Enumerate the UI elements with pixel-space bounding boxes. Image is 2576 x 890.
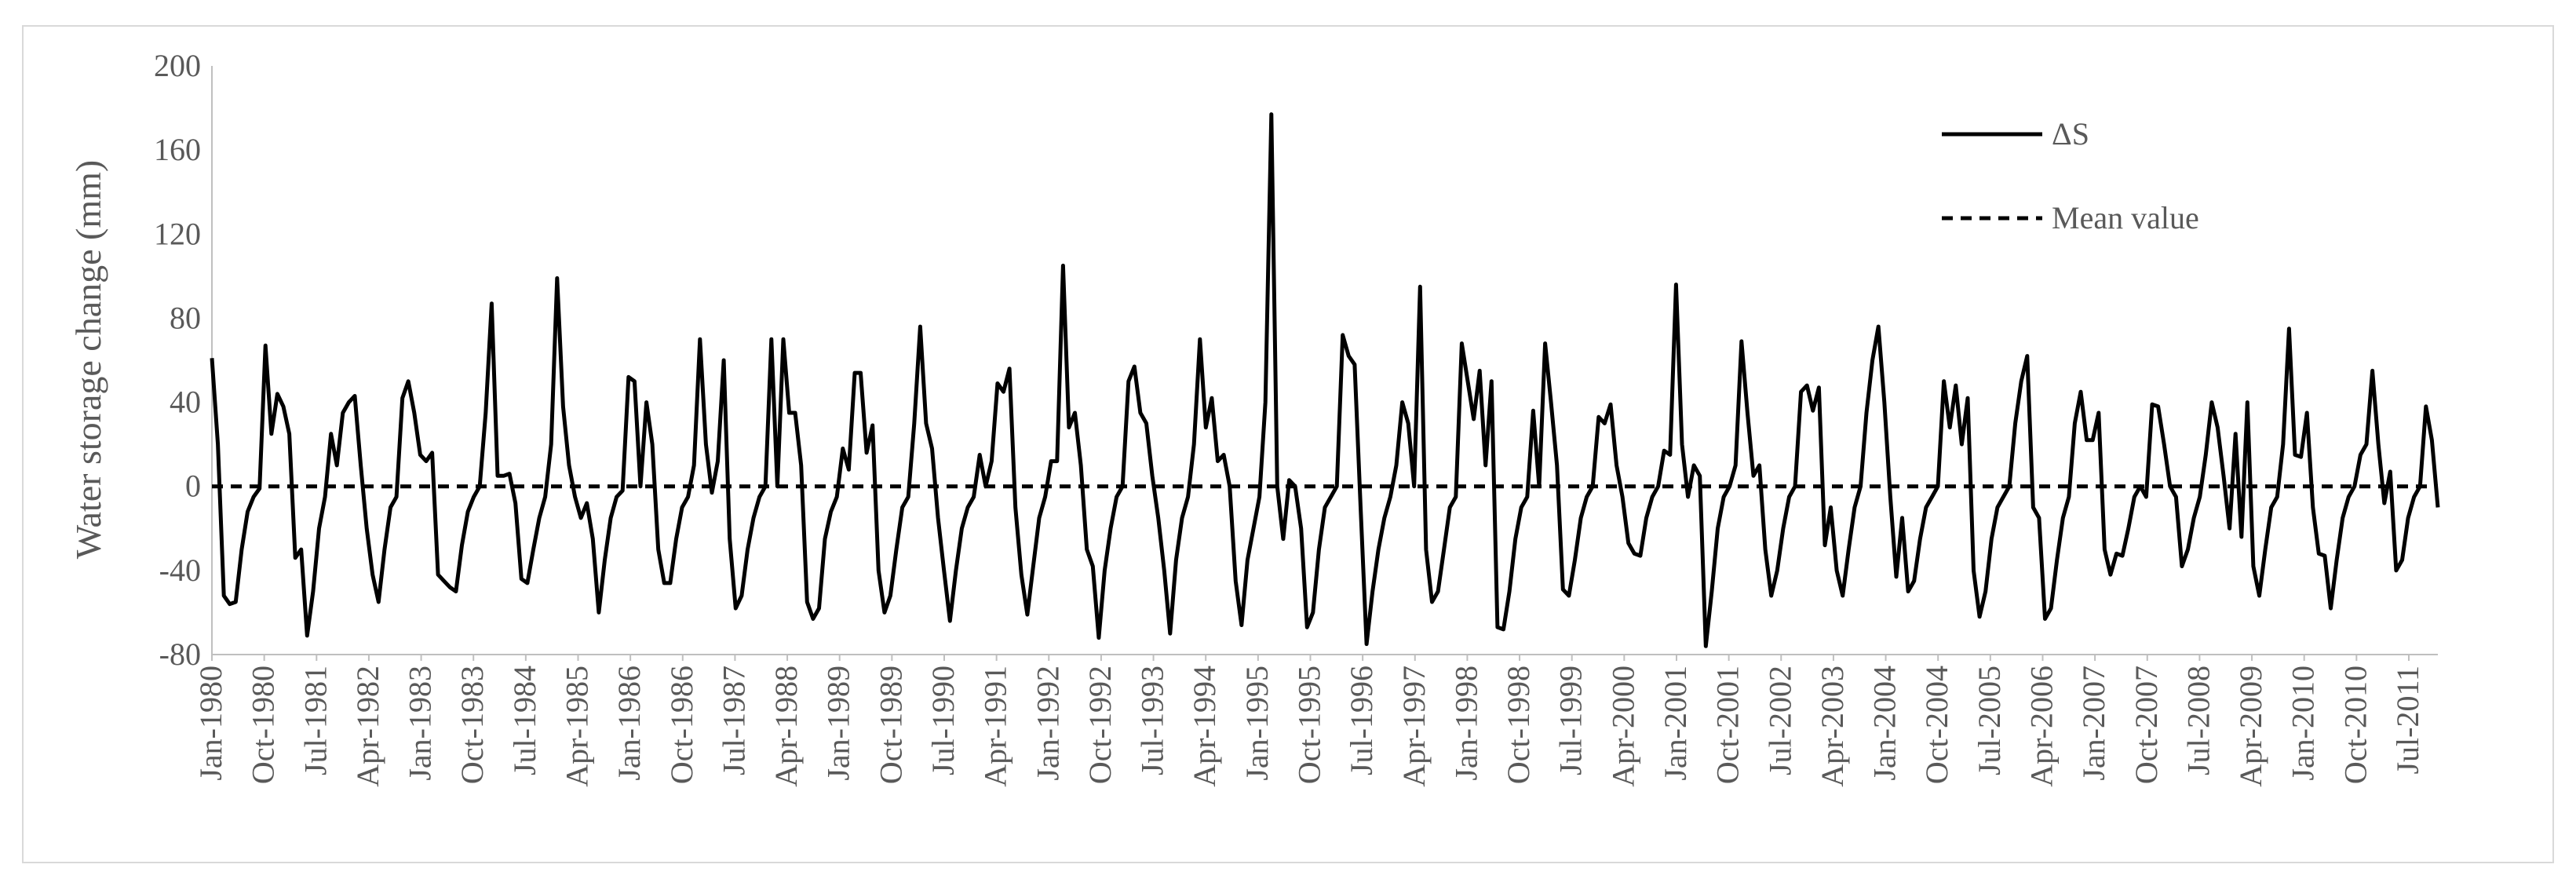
- x-tick-label: Jul-1996: [1344, 666, 1379, 775]
- x-tick-label: Apr-1997: [1396, 666, 1432, 787]
- x-tick-label: Jan-2010: [2286, 666, 2321, 781]
- plot-area: [210, 112, 2440, 648]
- x-tick-label: Apr-2003: [1815, 666, 1850, 787]
- x-tick-label: Apr-1988: [768, 666, 804, 787]
- y-tick-label: 80: [170, 300, 201, 335]
- x-tick-label: Apr-2009: [2233, 666, 2268, 787]
- x-tick-label: Oct-1986: [664, 666, 699, 784]
- x-tick-label: Oct-1980: [246, 666, 281, 784]
- x-tick-label: Jul-2002: [1762, 666, 1797, 775]
- x-tick-label: Oct-1989: [873, 666, 908, 784]
- x-tick-label: Apr-2000: [1605, 666, 1640, 787]
- x-tick-label: Jul-1999: [1553, 666, 1589, 775]
- x-tick-label: Jan-1989: [821, 666, 856, 781]
- x-tick-label: Jan-1980: [193, 666, 228, 781]
- x-tick-label: Jan-2007: [2076, 666, 2111, 781]
- legend-label-delta-s: ΔS: [2052, 116, 2089, 151]
- x-axis: Jan-1980 Oct-1980 Jul-1981 Apr-1982 Jan-1983…: [193, 654, 2438, 787]
- x-tick-label: Jan-1983: [403, 666, 438, 781]
- y-tick-label: -40: [159, 553, 201, 588]
- x-tick-label: Oct-1992: [1082, 666, 1118, 784]
- delta-s-series-line: [210, 112, 2440, 648]
- y-tick-label: 40: [170, 385, 201, 420]
- x-tick-label: Jan-1995: [1239, 666, 1275, 781]
- x-tick-label: Jan-2004: [1867, 666, 1903, 781]
- x-tick-label: Jan-2001: [1658, 666, 1693, 781]
- x-tick-label: Jul-1981: [297, 666, 333, 775]
- x-tick-label: Oct-2007: [2129, 666, 2164, 784]
- x-tick-label: Apr-1985: [559, 666, 594, 787]
- legend: ΔS Mean value: [1942, 116, 2199, 235]
- x-tick-label: Jan-1986: [611, 666, 647, 781]
- x-tick-label: Apr-1982: [350, 666, 385, 787]
- y-tick-label: 0: [185, 469, 201, 504]
- x-tick-label: Oct-2010: [2337, 666, 2373, 784]
- x-tick-label: Apr-1991: [978, 666, 1013, 787]
- x-tick-label: Jul-2005: [1972, 666, 2007, 775]
- x-tick-label: Oct-1998: [1501, 666, 1536, 784]
- x-tick-label: Jul-1987: [716, 666, 751, 775]
- x-tick-label: Oct-2004: [1919, 666, 1954, 784]
- y-axis-title: Water storage change (mm): [68, 160, 108, 559]
- chart-frame: -80 -40 0 40 80 120 160 200 Jan-1980 Oct-1980 Jul…: [22, 25, 2554, 863]
- x-tick-label: Jul-1993: [1135, 666, 1170, 775]
- x-tick-label: Oct-1983: [454, 666, 490, 784]
- x-tick-label: Jan-1998: [1448, 666, 1483, 781]
- x-tick-label: Oct-2001: [1710, 666, 1746, 784]
- x-tick-label: Apr-1994: [1187, 666, 1222, 787]
- x-tick-label: Jul-2011: [2390, 666, 2425, 775]
- x-tick-label: Oct-1995: [1291, 666, 1326, 784]
- x-tick-label: Jul-2008: [2180, 666, 2216, 775]
- legend-label-mean-value: Mean value: [2052, 200, 2199, 235]
- y-axis: -80 -40 0 40 80 120 160 200: [154, 48, 213, 672]
- x-tick-label: Jul-1990: [925, 666, 961, 775]
- x-tick-label: Jul-1984: [507, 666, 542, 775]
- x-tick-label: Apr-2006: [2023, 666, 2059, 787]
- line-chart: -80 -40 0 40 80 120 160 200 Jan-1980 Oct-1980 Jul…: [68, 48, 2440, 787]
- y-tick-label: 120: [154, 216, 201, 251]
- y-tick-label: 160: [154, 132, 201, 167]
- y-tick-label: -80: [159, 636, 201, 672]
- x-tick-label: Jan-1992: [1030, 666, 1065, 781]
- y-tick-label: 200: [154, 48, 201, 83]
